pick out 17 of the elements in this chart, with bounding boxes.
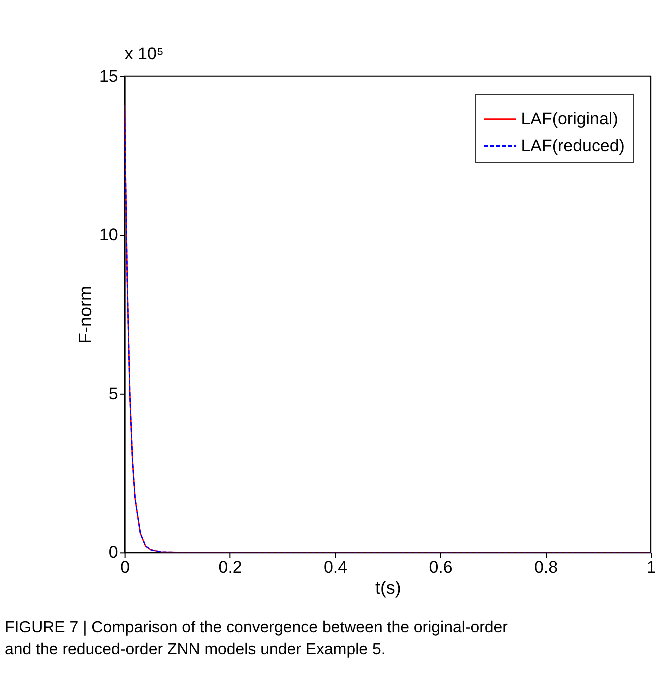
y-tick-label: 0 (108, 543, 118, 562)
caption: FIGURE 7 | Comparison of the convergence between the original-order (4, 620, 509, 637)
x-tick-label: 0.4 (324, 558, 348, 578)
y-tick-label: 15 (99, 66, 118, 86)
y-tick-label: 10 (99, 226, 118, 245)
x-tick-label: 0 (120, 558, 130, 578)
x-tick-label: 0.6 (429, 558, 453, 578)
x-axis-title: t(s) (375, 578, 402, 598)
legend-label: LAF(reduced) (521, 136, 625, 156)
y-tick-label: 5 (108, 384, 118, 404)
legend-label: LAF(original) (521, 109, 618, 128)
text: and the reduced-order ZNN models under Example 5. (4, 642, 386, 659)
x-tick-label: 0.2 (218, 558, 242, 578)
x-tick-label: 1 (646, 558, 656, 578)
text: x 10⁵ (124, 44, 164, 64)
y-axis-title: F-norm (75, 286, 96, 344)
x-tick-label: 0.8 (534, 558, 558, 578)
